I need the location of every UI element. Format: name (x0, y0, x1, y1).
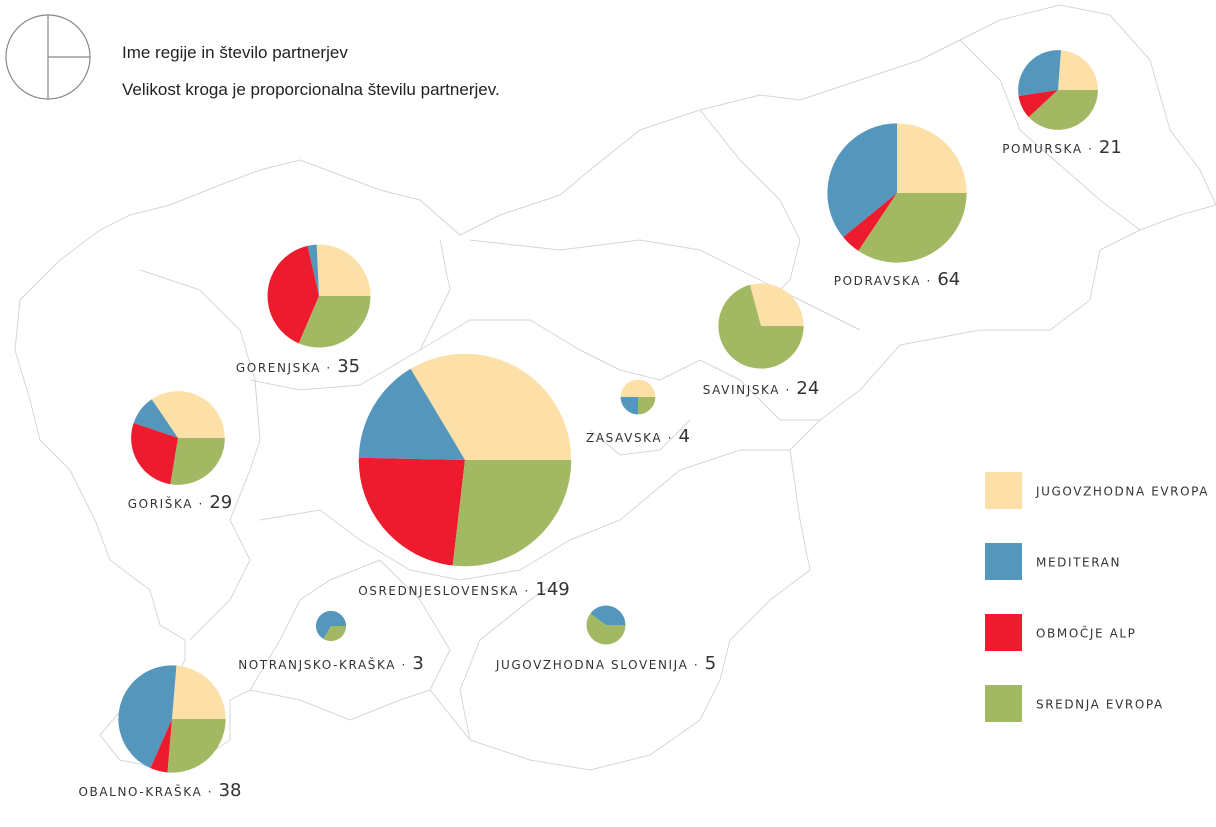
region-count: 35 (337, 356, 360, 377)
pie-slice (638, 397, 656, 415)
region-name: OSREDNJESLOVENSKA (358, 584, 519, 598)
region-count: 4 (679, 426, 690, 447)
pie-slice (897, 123, 967, 193)
separator: · (402, 658, 407, 672)
legend-swatch (985, 685, 1022, 722)
pie-slice (298, 296, 371, 348)
region-label: OSREDNJESLOVENSKA · 149 (358, 579, 570, 600)
pie-slice (620, 379, 656, 397)
pie-slice (843, 193, 897, 251)
pie-slice (590, 605, 626, 625)
region-label: ZASAVSKA · 4 (586, 426, 690, 447)
map-borders (14, 4, 1216, 771)
pie-slice (858, 193, 967, 263)
pie-slice (827, 123, 897, 238)
region-count: 21 (1099, 137, 1122, 158)
pie-slice (167, 719, 226, 773)
pie-slice (315, 610, 347, 640)
key-icon (5, 14, 91, 100)
pie-slice (358, 368, 465, 460)
legend-label: SREDNJA EVROPA (1036, 698, 1164, 712)
separator: · (198, 497, 203, 511)
separator: · (1088, 142, 1093, 156)
pie-slice (316, 244, 371, 296)
pie-slice (307, 244, 319, 296)
header-title: Ime regije in število partnerjev (122, 43, 348, 62)
pie-slice (749, 283, 804, 326)
pie-slice (1058, 50, 1098, 90)
pie-slice (358, 457, 465, 566)
region-name: JUGOVZHODNA SLOVENIJA (495, 658, 689, 672)
separator: · (694, 658, 699, 672)
pie-slice (586, 613, 626, 645)
pie-slice (323, 626, 347, 642)
region-label: GORIŠKA · 29 (128, 492, 232, 513)
region-count: 5 (705, 653, 716, 674)
region-label: PODRAVSKA · 64 (834, 269, 960, 290)
pie-slice (452, 460, 572, 567)
header-subtitle: Velikost kroga je proporcionalna številu… (122, 80, 500, 99)
region-count: 38 (219, 780, 242, 801)
region-label: GORENJSKA · 35 (236, 356, 360, 377)
legend-swatch (985, 543, 1022, 580)
pie-slice (1018, 90, 1058, 118)
legend-label: OBMOČJE ALP (1036, 626, 1137, 641)
region-name: SAVINJSKA (703, 383, 780, 397)
separator: · (926, 274, 931, 288)
separator: · (208, 785, 213, 799)
legend-swatch (985, 472, 1022, 509)
region-name: GORENJSKA (236, 361, 321, 375)
pie-slice (118, 665, 177, 769)
pie-slice (131, 423, 178, 485)
legend-swatch (985, 614, 1022, 651)
separator: · (525, 584, 530, 598)
legend-label: MEDITERAN (1036, 556, 1121, 570)
region-label: SAVINJSKA · 24 (703, 378, 820, 399)
region-name: PODRAVSKA (834, 274, 921, 288)
separator: · (668, 431, 673, 445)
region-name: ZASAVSKA (586, 431, 662, 445)
legend-label: JUGOVZHODNA EVROPA (1035, 485, 1209, 499)
region-count: 149 (535, 579, 569, 600)
region-label: NOTRANJSKO-KRAŠKA · 3 (238, 653, 424, 674)
pie-slice (133, 399, 178, 438)
region-name: POMURSKA (1002, 142, 1082, 156)
pie-slice (1028, 90, 1098, 130)
region-label: OBALNO-KRAŠKA · 38 (78, 780, 241, 801)
pie-slice (170, 438, 225, 485)
region-label: JUGOVZHODNA SLOVENIJA · 5 (495, 653, 716, 674)
pie-slice (267, 245, 319, 344)
region-count: 24 (796, 378, 819, 399)
separator: · (326, 361, 331, 375)
pie-slice (410, 353, 572, 460)
region-name: GORIŠKA (128, 496, 193, 511)
region-name: OBALNO-KRAŠKA (78, 784, 202, 799)
pie-slice (1018, 50, 1061, 96)
region-count: 29 (209, 492, 232, 513)
region-count: 64 (937, 269, 960, 290)
pie-slice (150, 719, 172, 773)
region-name: NOTRANJSKO-KRAŠKA (238, 657, 396, 672)
region-count: 3 (412, 653, 423, 674)
pie-slice (151, 391, 225, 438)
pie-slice (172, 665, 226, 719)
pie-slice (718, 284, 804, 369)
pie-slice (620, 397, 638, 415)
separator: · (786, 383, 791, 397)
region-label: POMURSKA · 21 (1002, 137, 1122, 158)
